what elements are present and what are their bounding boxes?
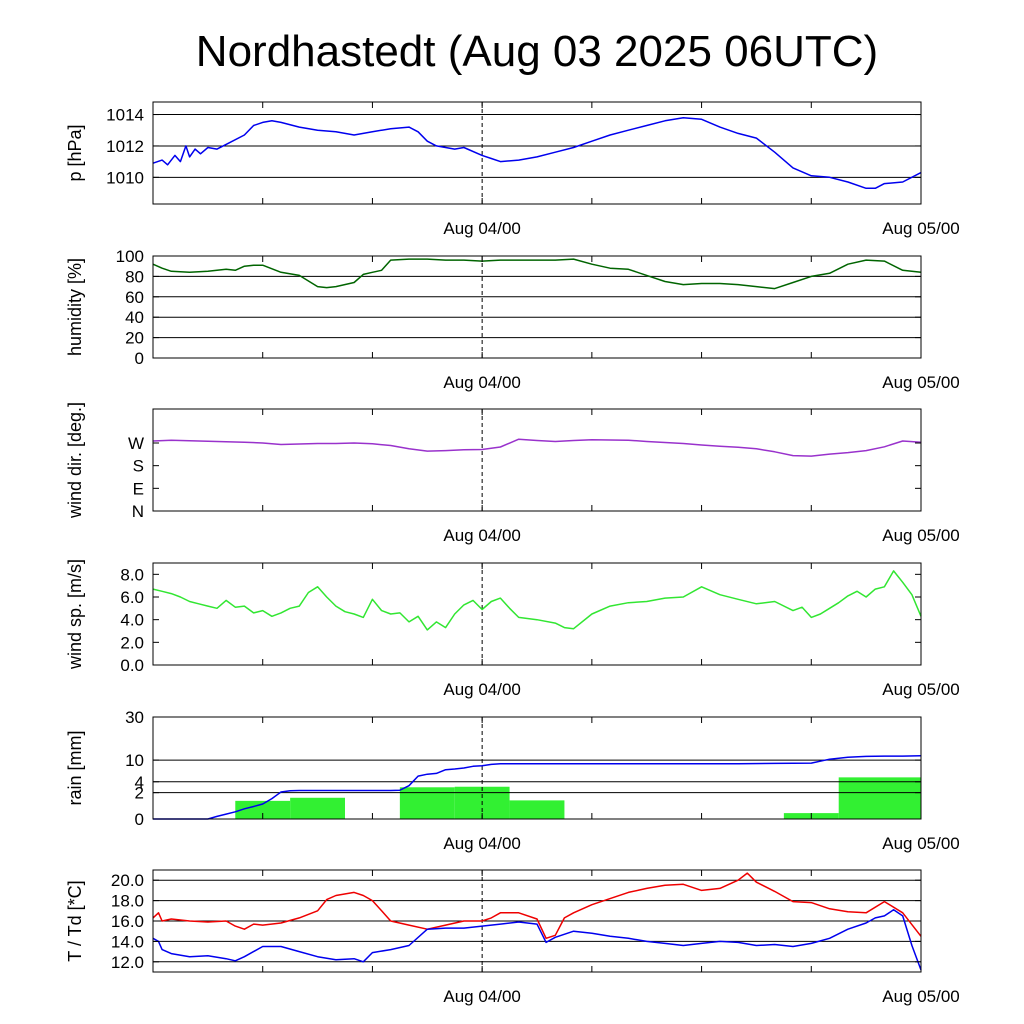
y-tick-label: 18.0: [111, 892, 144, 911]
y-tick-label: 2: [135, 784, 144, 803]
y-tick-label: 0: [135, 349, 144, 368]
y-tick-label: 20.0: [111, 871, 144, 890]
y-tick-label: 1010: [106, 168, 144, 187]
rain-bar: [399, 787, 455, 819]
y-tick-label: 1012: [106, 137, 144, 156]
y-tick-label: 20: [125, 329, 144, 348]
panel-pressure: 1010 1012 1014 Aug 04/00 Aug 05/00 p [hPa]: [65, 101, 960, 238]
rain-bar: [509, 800, 565, 819]
y-tick-label: 12.0: [111, 953, 144, 972]
panel-temperature: 12.0 14.016.018.0 20.0 Aug 04/00 Aug 05/00 T …: [65, 869, 960, 1006]
x-tick-label: Aug 05/00: [882, 987, 960, 1006]
x-tick-label: Aug 04/00: [443, 987, 521, 1006]
y-tick-label: 8.0: [120, 565, 144, 584]
y-tick-label: 6.0: [120, 588, 144, 607]
y-tick-label: 1014: [106, 106, 144, 125]
x-tick-label: Aug 04/00: [443, 373, 521, 392]
x-tick-label: Aug 04/00: [443, 834, 521, 853]
rain-bar: [235, 800, 291, 819]
series-line-1: [153, 755, 922, 820]
y-tick-label: W: [128, 434, 144, 453]
chart-title: Nordhastedt (Aug 03 2025 06UTC): [196, 27, 878, 76]
x-tick-label: Aug 04/00: [443, 526, 521, 545]
y-tick-label: 60: [125, 288, 144, 307]
y-tick-label: S: [133, 457, 144, 476]
plot-frame: [152, 716, 922, 820]
y-tick-label: 16.0: [111, 912, 144, 931]
y-tick-label: N: [132, 502, 144, 521]
y-tick-label: 0: [135, 810, 144, 829]
y-tick-label: 4: [135, 773, 144, 792]
plot-frame: [152, 562, 922, 666]
panel-rain: 0 24 10 30 Aug 04/00 Aug 05/00 rain [mm]: [65, 708, 960, 853]
panel-wind-speed: 0.0 2.0 4.0 6.0 8.0 Aug 04/00 Aug 05/00 wind sp…: [65, 559, 960, 699]
y-axis-label: humidity [%]: [65, 258, 85, 356]
series-line-1: [152, 872, 922, 940]
series-line-2: [152, 909, 922, 971]
series-line-1: [152, 258, 922, 290]
rain-bar: [290, 797, 345, 819]
y-tick-label: 30: [125, 708, 144, 727]
y-axis-label: T / Td [*C]: [65, 880, 85, 961]
y-tick-label: 2.0: [120, 633, 144, 652]
plot-frame: [152, 101, 922, 205]
x-tick-label: Aug 05/00: [882, 526, 960, 545]
y-axis-label: rain [mm]: [65, 730, 85, 805]
plot-frame: [152, 255, 922, 359]
x-tick-label: Aug 05/00: [882, 680, 960, 699]
x-tick-label: Aug 05/00: [882, 834, 960, 853]
plot-frame: [152, 408, 922, 512]
series-line-1: [152, 116, 922, 190]
x-tick-label: Aug 04/00: [443, 680, 521, 699]
y-tick-label: 100: [116, 247, 144, 266]
y-tick-label: 0.0: [120, 656, 144, 675]
y-tick-label: 80: [125, 267, 144, 286]
y-tick-label: 14.0: [111, 932, 144, 951]
y-tick-label: 4.0: [120, 611, 144, 630]
y-tick-label: E: [133, 479, 144, 498]
y-axis-label: p [hPa]: [65, 124, 85, 181]
x-tick-label: Aug 05/00: [882, 373, 960, 392]
x-tick-label: Aug 04/00: [443, 219, 521, 238]
y-tick-label: 40: [125, 308, 144, 327]
y-tick-label: 10: [125, 751, 144, 770]
rain-bar: [838, 777, 921, 819]
y-axis-label: wind dir. [deg.]: [65, 402, 85, 519]
x-tick-label: Aug 05/00: [882, 219, 960, 238]
series-line-1: [152, 438, 922, 457]
series-line-1: [152, 570, 922, 631]
y-axis-label: wind sp. [m/s]: [65, 559, 85, 670]
